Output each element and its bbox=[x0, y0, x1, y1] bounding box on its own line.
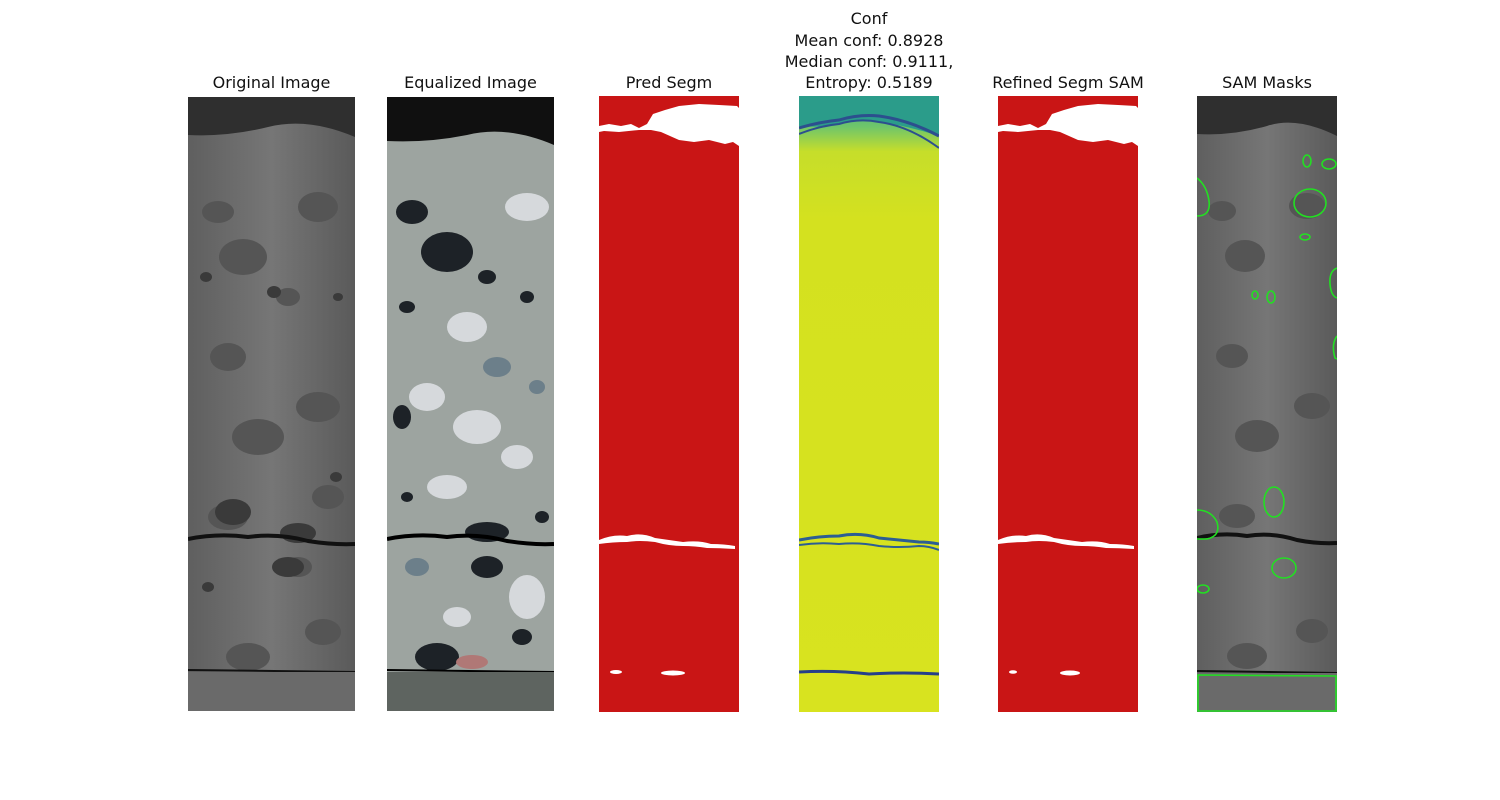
title-equalized-image: Equalized Image bbox=[404, 73, 537, 92]
sam-masks-overlay bbox=[1197, 96, 1337, 712]
title-sam-masks: SAM Masks bbox=[1222, 73, 1312, 92]
title-original-image: Original Image bbox=[212, 73, 331, 92]
refined-segm-sam-mask bbox=[998, 96, 1138, 712]
title-median-conf: Median conf: 0.9111, bbox=[784, 52, 954, 71]
original-image bbox=[188, 97, 355, 711]
pred-segm-mask bbox=[599, 96, 739, 712]
confidence-map bbox=[799, 96, 939, 712]
title-conf: Conf bbox=[850, 9, 888, 28]
title-refined-segm-sam: Refined Segm SAM bbox=[992, 73, 1144, 92]
title-pred-segm: Pred Segm bbox=[625, 73, 713, 92]
equalized-image bbox=[387, 97, 554, 711]
title-entropy: Entropy: 0.5189 bbox=[805, 73, 933, 92]
title-mean-conf: Mean conf: 0.8928 bbox=[794, 31, 944, 50]
